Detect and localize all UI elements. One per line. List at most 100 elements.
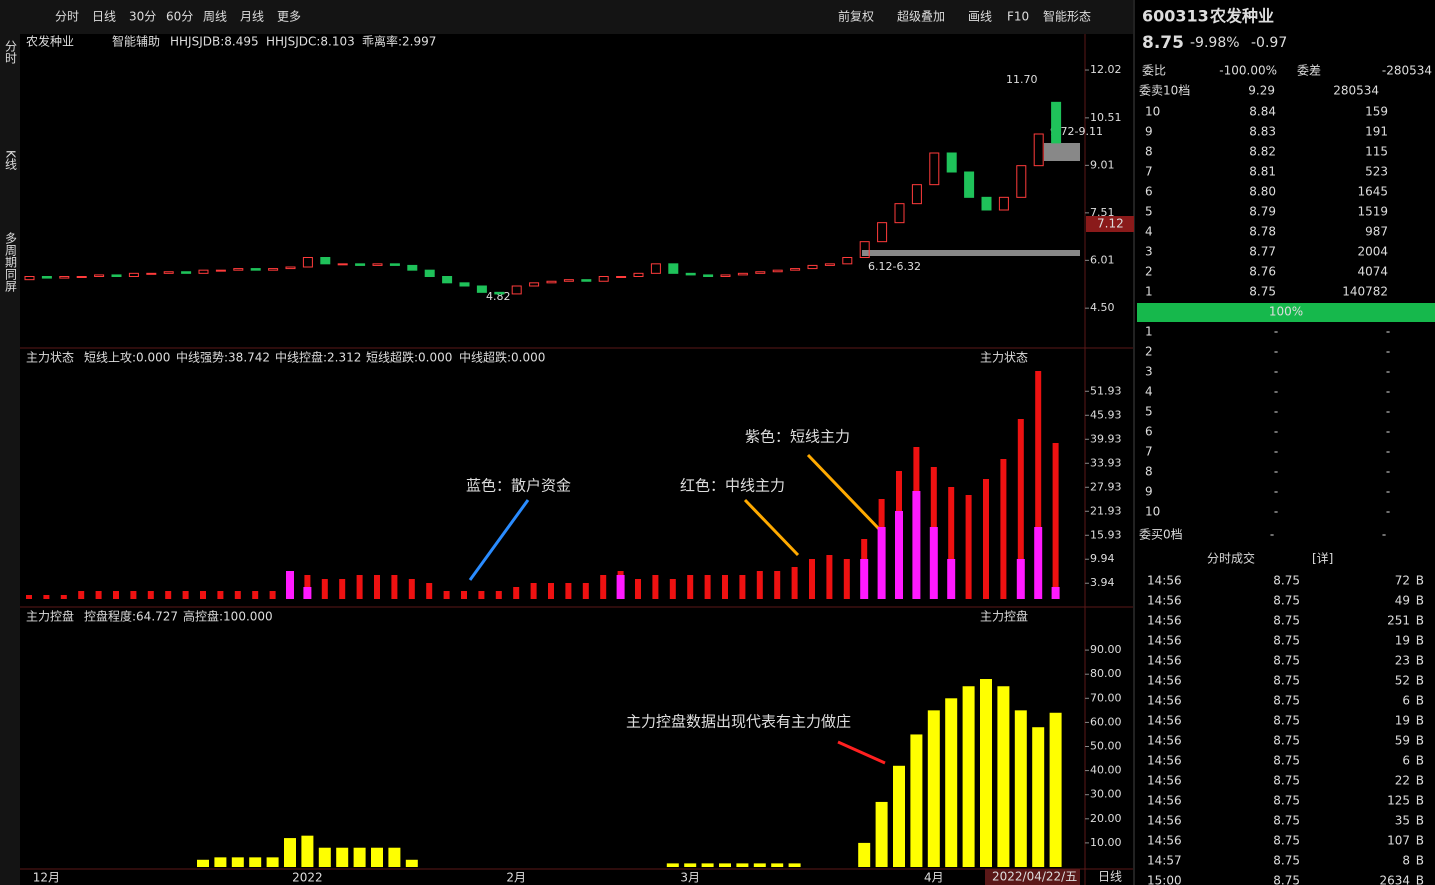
candle	[302, 257, 313, 268]
candle	[285, 266, 296, 270]
candle	[964, 171, 975, 198]
bar	[147, 591, 154, 599]
candle	[76, 276, 87, 278]
candle	[703, 274, 714, 277]
bar	[826, 555, 833, 599]
trade-volume: 72	[1395, 574, 1410, 588]
bar	[113, 591, 119, 599]
trade-volume: 6	[1402, 754, 1410, 768]
level-volume: -	[1386, 405, 1390, 419]
candle	[320, 257, 331, 265]
level-volume: -	[1386, 365, 1390, 379]
candle	[163, 271, 174, 274]
bar	[616, 575, 625, 599]
bar	[666, 863, 679, 867]
bar	[356, 575, 363, 599]
candle	[128, 272, 139, 278]
tab[interactable]: 30分	[129, 10, 156, 24]
candle	[1033, 133, 1044, 167]
bar	[301, 835, 314, 867]
candle	[772, 269, 783, 273]
bar	[217, 591, 224, 599]
bar	[858, 842, 871, 867]
bar	[1051, 587, 1060, 599]
side-tab[interactable]: 分时	[4, 40, 18, 64]
candle	[250, 268, 261, 271]
trade-time: 14:56	[1147, 654, 1182, 668]
candle	[633, 272, 644, 278]
bar	[1052, 443, 1059, 599]
label: 主力控盘	[980, 609, 1028, 624]
side-tab[interactable]: 多周期同屏	[4, 232, 18, 293]
bar	[983, 479, 989, 599]
toolbar-bg	[0, 0, 1133, 34]
candle	[268, 268, 279, 271]
bar	[965, 495, 972, 599]
bar	[286, 571, 294, 599]
bar	[43, 595, 50, 599]
bar	[252, 591, 259, 599]
tab[interactable]: 更多	[277, 10, 301, 24]
tab[interactable]: 60分	[166, 10, 193, 24]
level: 9	[1145, 125, 1153, 139]
arrow	[468, 499, 530, 581]
tool-button[interactable]: 画线	[968, 10, 992, 24]
tab[interactable]: 月线	[240, 10, 264, 24]
tool-button[interactable]: 前复权	[838, 9, 874, 24]
bar	[877, 527, 886, 599]
bar	[736, 863, 749, 867]
arrow	[806, 453, 882, 532]
annotation: 红色：中线主力	[680, 477, 785, 495]
level-volume: 4074	[1357, 265, 1388, 279]
bar	[684, 863, 697, 867]
tab[interactable]: 周线	[203, 10, 227, 24]
level-price: 8.79	[1249, 205, 1276, 219]
y-tick-label: 6.01	[1090, 253, 1115, 266]
trade-time: 14:56	[1147, 634, 1182, 648]
y-tick-label: 21.93	[1090, 504, 1122, 517]
trade-price: 8.75	[1273, 774, 1300, 788]
period-label: 日线	[1098, 870, 1122, 884]
level: 4	[1145, 225, 1153, 239]
bar	[947, 559, 956, 599]
level: 1	[1145, 285, 1153, 299]
candle	[41, 276, 52, 279]
indicator-label: 智能辅助	[112, 34, 160, 49]
candle	[859, 241, 870, 259]
bar	[374, 575, 380, 599]
x-tick-label: 2月	[506, 871, 526, 885]
tool-button[interactable]: F10	[1007, 10, 1029, 24]
stock-code: 600313	[1142, 7, 1209, 26]
level-volume: 159	[1365, 105, 1388, 119]
bar	[722, 575, 728, 599]
trade-price: 8.75	[1273, 574, 1300, 588]
trade-side: B	[1416, 574, 1424, 588]
bar	[78, 591, 85, 599]
candle	[511, 285, 522, 295]
bar	[997, 686, 1010, 867]
level: 8	[1145, 465, 1153, 479]
candle	[59, 276, 70, 279]
trade-side: B	[1416, 694, 1424, 708]
tab[interactable]: 日线	[92, 10, 116, 24]
candle	[233, 268, 244, 271]
tool-button[interactable]: 智能形态	[1043, 9, 1091, 24]
trade-price: 8.75	[1273, 874, 1300, 885]
ratio: 100%	[1269, 305, 1303, 319]
label: 委差	[1297, 64, 1321, 78]
trade-side: B	[1416, 754, 1424, 768]
candle	[563, 279, 574, 282]
bar	[1014, 710, 1027, 867]
bar	[756, 571, 763, 599]
detail-link[interactable]: [详]	[1312, 551, 1333, 566]
tab[interactable]: 分时	[55, 10, 79, 24]
level-volume: -	[1386, 425, 1390, 439]
bar	[582, 583, 589, 599]
candle	[737, 272, 748, 276]
bar	[652, 575, 659, 599]
side-tab[interactable]: K线	[4, 150, 18, 170]
bar	[321, 579, 328, 599]
tool-button[interactable]: 超级叠加	[897, 9, 945, 24]
trade-side: B	[1416, 874, 1424, 885]
level-price: -	[1274, 325, 1278, 339]
